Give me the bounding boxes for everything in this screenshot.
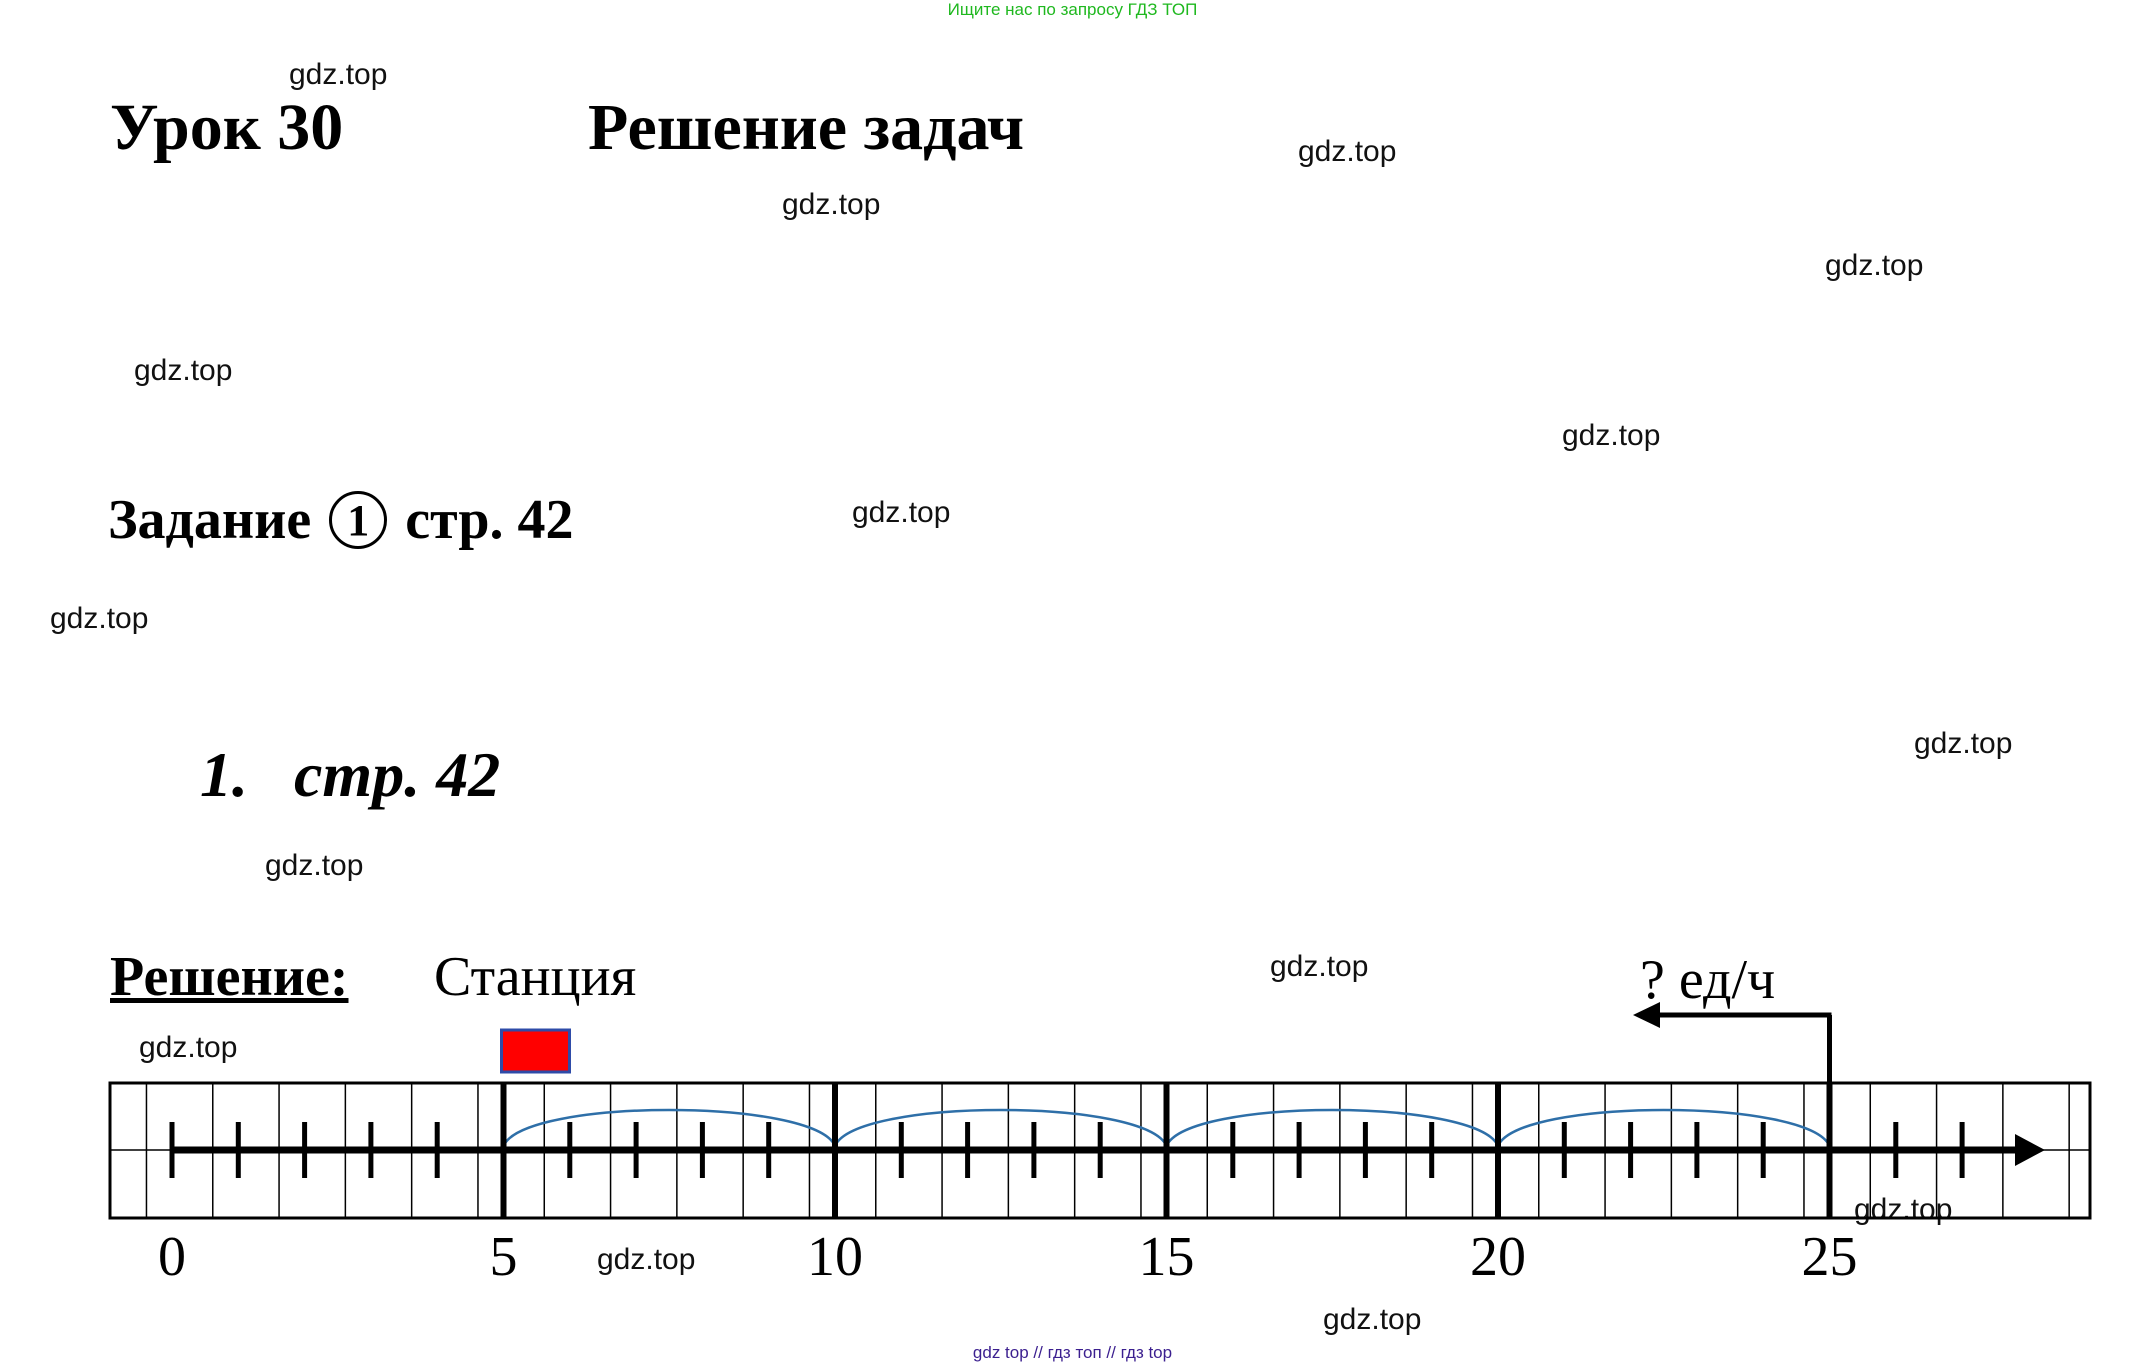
exercise-page: стр. 42 <box>294 739 501 810</box>
lesson-title: Урок 30 <box>110 91 344 164</box>
axis-label: 10 <box>807 1226 863 1288</box>
watermark: gdz.top <box>134 354 233 387</box>
watermark: gdz.top <box>289 58 388 91</box>
lesson-topic: Решение задач <box>588 91 1025 164</box>
watermark: gdz.top <box>1298 135 1397 168</box>
solution-label: Решение: <box>110 946 349 1008</box>
jump-arc <box>1496 1108 1831 1147</box>
watermark: gdz.top <box>1562 419 1661 452</box>
axis-label: 15 <box>1139 1226 1195 1288</box>
direction-arrowhead <box>1633 1002 1660 1028</box>
axis-label: 0 <box>158 1226 186 1288</box>
watermark: gdz.top <box>782 188 881 221</box>
speed-label: ? ед/ч <box>1640 949 1776 1011</box>
watermark: gdz.top <box>1825 249 1924 282</box>
jump-arc <box>1165 1108 1500 1147</box>
station-flag <box>500 1028 571 1074</box>
axis-arrowhead <box>2015 1134 2045 1166</box>
exercise-number: 1. <box>200 739 248 810</box>
watermark: gdz.top <box>1270 950 1369 983</box>
watermark: gdz.top <box>597 1243 696 1276</box>
exercise-heading: 1. стр. 42 <box>200 738 500 812</box>
axis-label: 20 <box>1470 1226 1526 1288</box>
station-label: Станция <box>434 946 637 1008</box>
jump-arc <box>502 1108 837 1147</box>
task-page: стр. 42 <box>405 489 574 551</box>
watermark: gdz.top <box>1323 1303 1422 1336</box>
task-number-circle: 1 <box>329 491 388 549</box>
watermark: gdz.top <box>265 849 364 882</box>
jump-arc <box>833 1108 1168 1147</box>
task-prefix: Задание <box>108 489 312 551</box>
watermark: gdz.top <box>852 496 951 529</box>
footer-watermark: gdz top // гдз топ // гдз top <box>972 1343 1173 1362</box>
axis-label: 25 <box>1802 1226 1858 1288</box>
watermark: gdz.top <box>139 1031 238 1064</box>
search-banner: Ищите нас по запросу ГДЗ ТОП <box>947 0 1198 19</box>
task-heading: Задание 1 стр. 42 <box>108 488 573 552</box>
watermark: gdz.top <box>1914 727 2013 760</box>
axis-label: 5 <box>490 1226 518 1288</box>
watermark: gdz.top <box>50 602 149 635</box>
